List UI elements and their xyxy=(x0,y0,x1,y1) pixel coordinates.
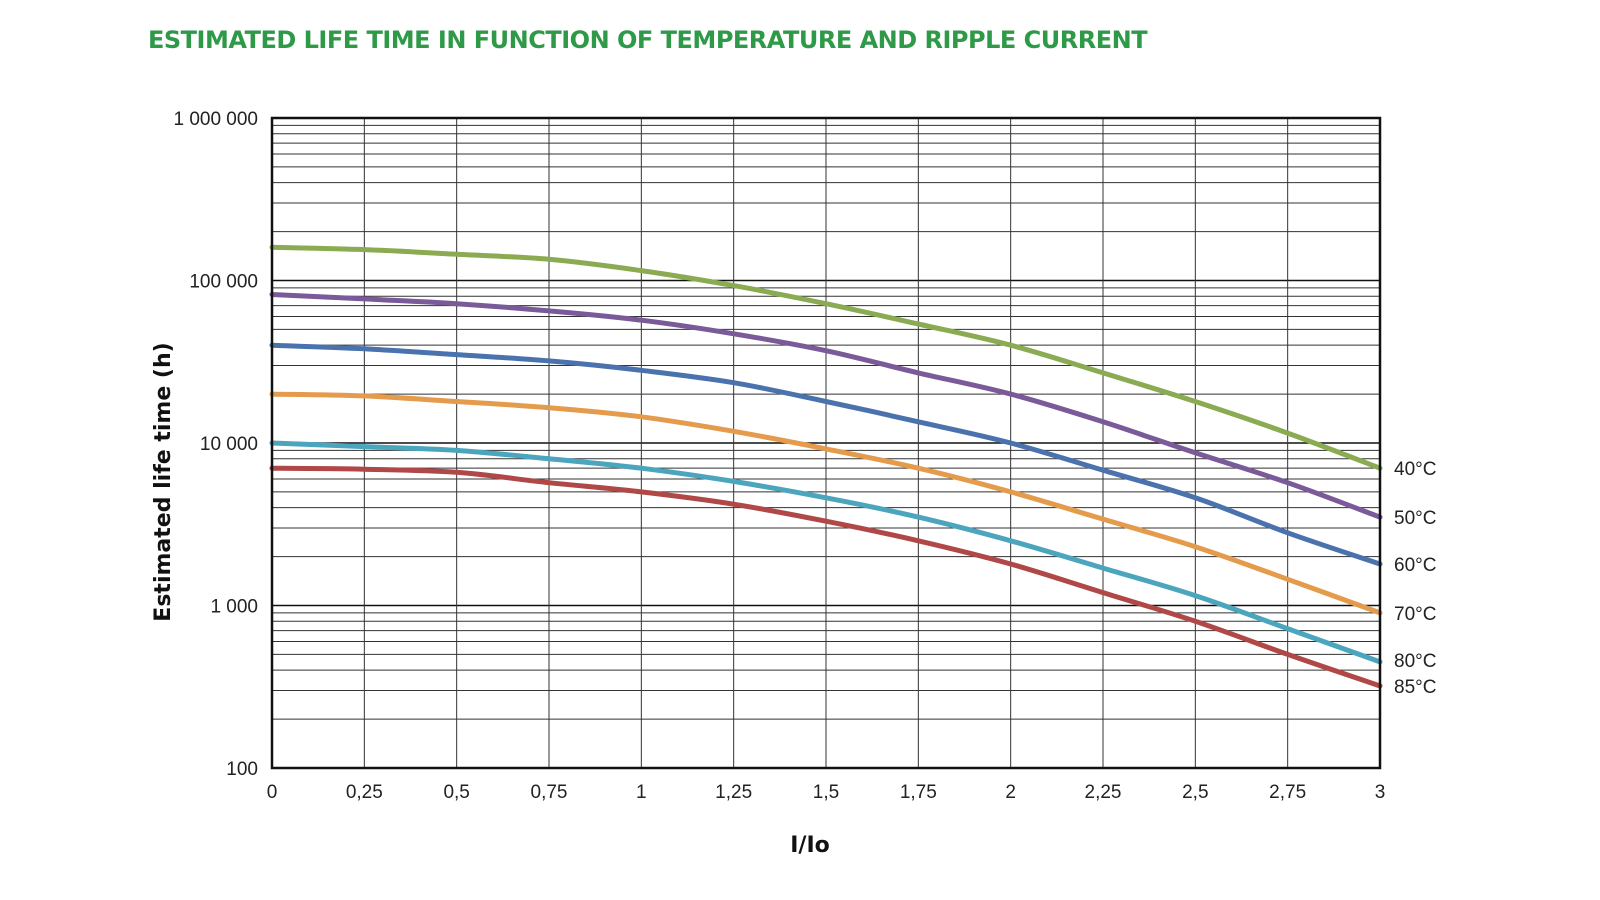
x-tick-label: 1 xyxy=(636,782,647,803)
y-tick-label: 100 xyxy=(226,759,258,780)
x-tick-label: 0,25 xyxy=(346,782,383,803)
x-tick-label: 1,75 xyxy=(900,782,937,803)
y-tick-label: 10 000 xyxy=(200,434,258,455)
x-tick-label: 1,25 xyxy=(715,782,752,803)
series-lines xyxy=(269,244,1383,689)
y-tick-label: 1 000 000 xyxy=(173,109,258,130)
x-tick-label: 0,75 xyxy=(531,782,568,803)
x-tick-label: 2,5 xyxy=(1182,782,1208,803)
series-line-85c xyxy=(269,465,1383,689)
series-label: 80°C xyxy=(1394,651,1436,672)
series-label: 40°C xyxy=(1394,459,1436,480)
series-line-50c xyxy=(269,292,1383,520)
y-tick-label: 100 000 xyxy=(189,272,258,293)
y-tick-labels: 100 1 000 10 000 100 000 1 000 000 xyxy=(173,109,258,780)
series-line-70c xyxy=(269,391,1383,616)
series-line-80c xyxy=(269,440,1383,665)
x-tick-label: 1,5 xyxy=(813,782,839,803)
x-tick-label: 2 xyxy=(1005,782,1016,803)
x-axis-title: I/Io xyxy=(790,833,830,858)
series-label: 70°C xyxy=(1394,604,1436,625)
x-tick-label: 2,25 xyxy=(1085,782,1122,803)
series-label: 50°C xyxy=(1394,508,1436,529)
y-tick-label: 1 000 xyxy=(210,597,258,618)
plot-frame xyxy=(270,116,1382,770)
x-tick-label: 2,75 xyxy=(1269,782,1306,803)
series-label: 60°C xyxy=(1394,555,1436,576)
x-tick-label: 0 xyxy=(267,782,278,803)
x-tick-label: 0,5 xyxy=(443,782,469,803)
series-line-60c xyxy=(269,342,1383,567)
x-tick-labels: 0 0,25 0,5 0,75 1 1,25 1,5 1,75 2 2,25 2,5 2,75 3 xyxy=(267,782,1386,803)
x-tick-label: 3 xyxy=(1375,782,1386,803)
series-line-40c xyxy=(269,244,1383,471)
chart-title: ESTIMATED LIFE TIME IN FUNCTION OF TEMPE… xyxy=(148,26,1148,54)
series-labels: 40°C 50°C 60°C 70°C 80°C 85°C xyxy=(1394,459,1436,698)
y-axis-title: Estimated life time (h) xyxy=(151,342,176,621)
series-label: 85°C xyxy=(1394,677,1436,698)
